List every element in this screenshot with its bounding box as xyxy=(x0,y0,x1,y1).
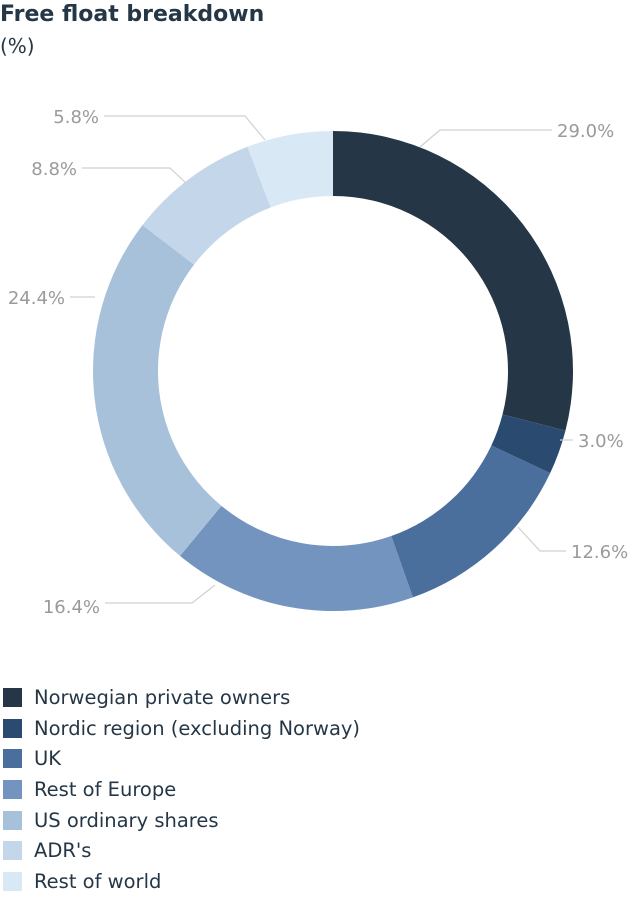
legend-item: ADR's xyxy=(3,835,360,866)
chart-subtitle: (%) xyxy=(0,34,35,58)
legend-label: ADR's xyxy=(34,839,92,863)
slice-5 xyxy=(142,146,271,265)
legend-label: Norwegian private owners xyxy=(34,685,291,709)
leader-line xyxy=(105,584,216,604)
data-label: 16.4% xyxy=(43,597,100,618)
legend-item: Norwegian private owners xyxy=(3,682,360,713)
slice-4 xyxy=(92,225,222,556)
legend-swatch xyxy=(3,841,22,861)
legend-item: US ordinary shares xyxy=(3,805,360,836)
data-label: 5.8% xyxy=(53,107,99,128)
legend-item: Rest of world xyxy=(3,866,360,897)
legend-label: US ordinary shares xyxy=(34,808,219,832)
legend: Norwegian private owners Nordic region (e… xyxy=(3,682,360,897)
data-label: 29.0% xyxy=(557,121,614,142)
legend-label: Rest of Europe xyxy=(34,777,177,801)
legend-label: UK xyxy=(34,747,62,771)
data-label: 24.4% xyxy=(8,288,65,309)
data-label: 8.8% xyxy=(31,159,77,180)
leader-line xyxy=(517,526,566,552)
legend-swatch xyxy=(3,810,22,830)
slice-1 xyxy=(491,414,566,474)
chart-title: Free float breakdown xyxy=(0,2,265,27)
legend-swatch xyxy=(3,871,22,891)
legend-swatch xyxy=(3,779,22,799)
legend-label: Rest of world xyxy=(34,869,162,893)
legend-swatch xyxy=(3,687,22,707)
legend-item: Rest of Europe xyxy=(3,774,360,805)
legend-label: Nordic region (excluding Norway) xyxy=(34,716,361,740)
data-label: 3.0% xyxy=(578,431,624,452)
data-label: 12.6% xyxy=(571,542,628,563)
slice-2 xyxy=(391,445,551,598)
leader-line xyxy=(104,115,266,141)
leader-line xyxy=(419,129,552,148)
legend-swatch xyxy=(3,749,22,769)
legend-item: Nordic region (excluding Norway) xyxy=(3,713,360,744)
donut-chart: 29.0% 3.0% 12.6% 16.4% 24.4% 8.8% 5.8% xyxy=(8,107,628,618)
slice-3 xyxy=(180,505,413,612)
leader-line xyxy=(82,167,189,186)
slice-6 xyxy=(247,131,333,208)
legend-swatch xyxy=(3,718,22,738)
legend-item: UK xyxy=(3,743,360,774)
slice-0 xyxy=(333,131,573,431)
